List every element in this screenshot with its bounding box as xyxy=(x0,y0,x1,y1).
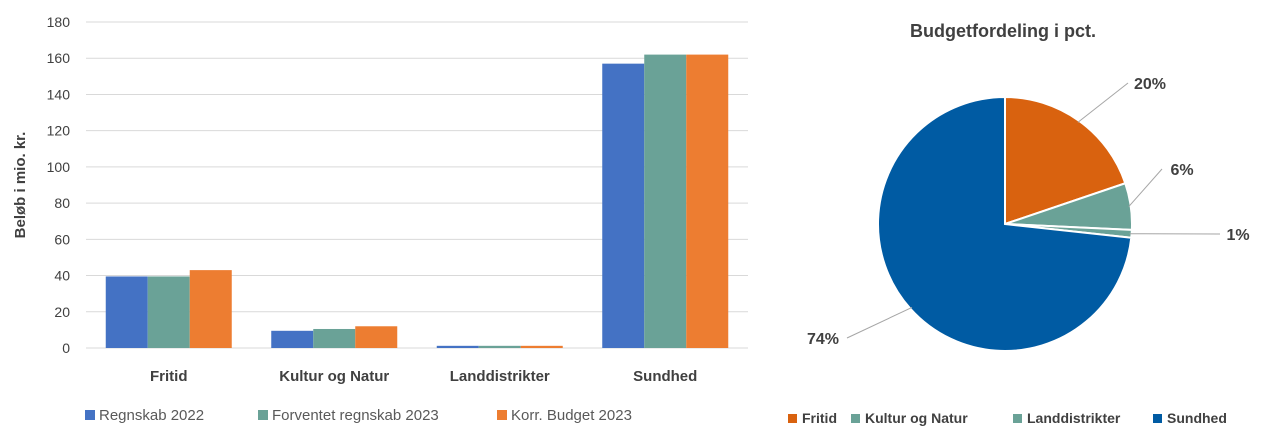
bar xyxy=(147,276,190,348)
bar xyxy=(271,330,314,348)
y-axis-title: Beløb i mio. kr. xyxy=(12,132,29,239)
leader-line xyxy=(1128,168,1163,207)
bar xyxy=(520,345,563,348)
leader-line xyxy=(846,306,913,339)
pie-slice xyxy=(1004,181,1133,231)
category-label: Kultur og Natur xyxy=(279,368,389,385)
pie-data-label: 20% xyxy=(1134,76,1166,93)
y-tick-label: 140 xyxy=(47,86,71,102)
legend-swatch xyxy=(85,410,95,420)
legend-label: Forventet regnskab 2023 xyxy=(272,407,439,424)
legend-label: Kultur og Natur xyxy=(865,410,968,426)
legend-swatch xyxy=(497,410,507,420)
pie-slice xyxy=(1004,95,1127,226)
pie-data-label: 1% xyxy=(1226,227,1249,244)
pie-slice xyxy=(877,95,1133,352)
legend-label: Landdistrikter xyxy=(1027,410,1121,426)
bar-chart: 0 20 40 60 80 100 120 140 160 180 Fritid Kultur og… xyxy=(12,14,748,424)
y-tick-label: 80 xyxy=(54,195,70,211)
y-tick-label: 100 xyxy=(47,159,71,175)
bar xyxy=(436,345,479,348)
category-label: Landdistrikter xyxy=(450,368,550,385)
category-label: Sundhed xyxy=(633,368,697,385)
bar xyxy=(602,63,645,349)
y-tick-label: 20 xyxy=(54,304,70,320)
bar xyxy=(105,276,148,348)
y-tick-label: 40 xyxy=(54,268,70,284)
y-tick-label: 160 xyxy=(47,50,71,66)
pie-data-label: 74% xyxy=(807,331,839,348)
legend-label: Korr. Budget 2023 xyxy=(511,407,632,424)
y-tick-label: 0 xyxy=(62,340,70,356)
pie-legend: Fritid Kultur og Natur Landdistrikter Sundh… xyxy=(788,410,1227,426)
legend-swatch xyxy=(258,410,268,420)
legend-label: Regnskab 2022 xyxy=(99,407,204,424)
pie-data-label: 6% xyxy=(1170,162,1193,179)
bar xyxy=(686,54,729,348)
bar xyxy=(189,270,232,348)
y-tick-label: 180 xyxy=(47,14,71,30)
y-tick-label: 60 xyxy=(54,231,70,247)
legend-swatch xyxy=(1153,414,1162,423)
category-label: Fritid xyxy=(150,368,188,385)
bar xyxy=(644,54,687,348)
legend-label: Sundhed xyxy=(1167,410,1227,426)
bar xyxy=(478,345,521,348)
y-tick-label: 120 xyxy=(47,123,71,139)
legend-label: Fritid xyxy=(802,410,837,426)
legend-swatch xyxy=(1013,414,1022,423)
pie-title: Budgetfordeling i pct. xyxy=(910,21,1096,41)
legend-swatch xyxy=(788,414,797,423)
legend-swatch xyxy=(851,414,860,423)
bar xyxy=(355,326,398,348)
pie-slice xyxy=(1004,223,1133,239)
bar-legend: Regnskab 2022 Forventet regnskab 2023 Korr… xyxy=(85,407,632,424)
bar xyxy=(313,328,356,348)
leader-line xyxy=(1077,82,1129,123)
